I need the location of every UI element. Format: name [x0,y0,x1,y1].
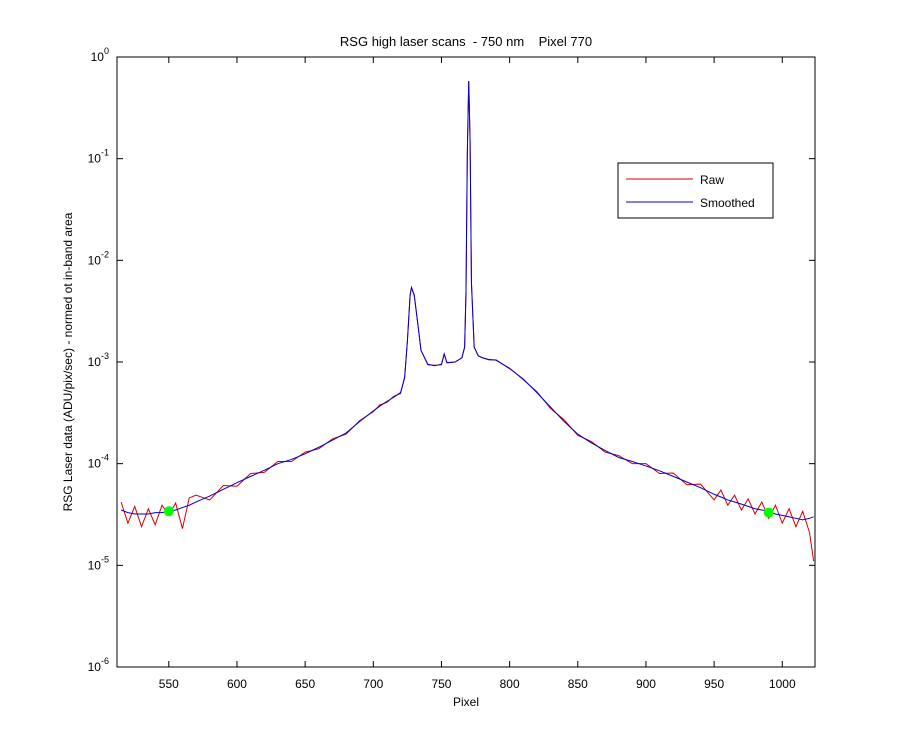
x-tick-label: 650 [295,677,315,691]
chart-title: RSG high laser scans - 750 nm Pixel 770 [340,34,592,49]
y-tick-label: 10-6 [88,656,109,674]
y-tick-label: 10-1 [88,148,109,166]
x-tick-label: 600 [227,677,247,691]
y-tick-label: 10-3 [88,351,109,369]
plot-area [117,57,815,667]
x-tick-label: 900 [636,677,656,691]
y-tick-label: 100 [91,46,109,64]
y-tick-label: 10-5 [88,554,109,572]
x-tick-label: 700 [363,677,383,691]
legend-label: Smoothed [700,196,755,210]
y-axis-label: RSG Laser data (ADU/pix/sec) - normed ot… [61,212,75,511]
x-tick-label: 950 [704,677,724,691]
y-tick-label: 10-2 [88,249,109,267]
marker-point [763,507,774,518]
x-tick-label: 750 [431,677,451,691]
x-tick-label: 850 [568,677,588,691]
x-tick-label: 1000 [769,677,796,691]
x-tick-label: 800 [500,677,520,691]
x-axis-label: Pixel [453,695,479,709]
y-tick-label: 10-4 [88,453,109,471]
legend-box [617,162,774,219]
series-line [120,81,814,521]
axes-box [116,56,816,668]
legend-label: Raw [700,173,724,187]
marker-point [163,506,174,517]
x-tick-label: 550 [159,677,179,691]
